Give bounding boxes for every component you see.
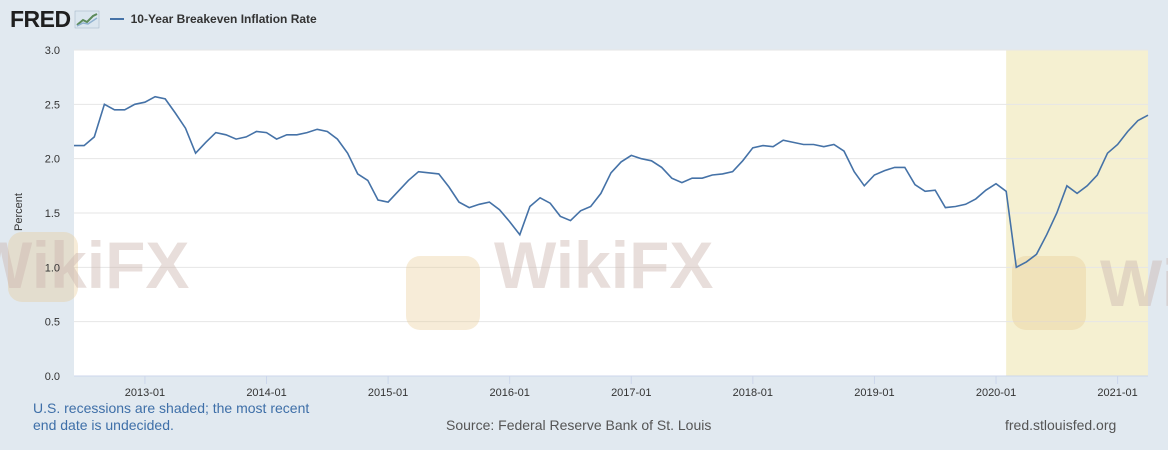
legend-line-swatch [109,18,124,20]
x-tick-label: 2014-01 [246,387,286,399]
site-link[interactable]: fred.stlouisfed.org [1005,417,1117,433]
source-text: Source: Federal Reserve Bank of St. Loui… [446,417,712,433]
y-axis-label: Percent [13,193,25,231]
series-line[interactable] [74,95,1149,269]
gridlines [74,49,1148,323]
watermark-text-center: WikiFX [494,228,713,302]
x-tick-label: 2021-01 [1097,387,1137,399]
y-tick-label: 1.0 [45,262,60,274]
y-tick-label: 0.0 [45,371,60,383]
y-tick-label: 0.5 [45,317,60,329]
logo-chart-icon [74,10,99,29]
x-tick-label: 2019-01 [854,387,894,399]
x-tick-label: 2017-01 [611,387,651,399]
x-tick-label: 2015-01 [368,387,408,399]
watermark-text-left: WikiFX [0,228,189,302]
x-tick-label: 2013-01 [125,387,165,399]
y-tick-label: 1.5 [45,208,60,220]
x-tick-label: 2020-01 [976,387,1016,399]
x-tick-label: 2018-01 [733,387,773,399]
recession-note: U.S. recessions are shaded; the most rec… [33,400,310,433]
wikifx-watermark: WikiFX WikiFX WikiFX [0,228,1168,330]
y-tick-label: 2.0 [45,154,60,166]
y-tick-label: 2.5 [45,99,60,111]
y-axis: 0.0 0.5 1.0 1.5 2.0 2.5 3.0 [45,45,60,383]
legend-label: 10-Year Breakeven Inflation Rate [130,12,317,26]
y-tick-label: 3.0 [45,45,60,57]
x-axis: 2013-01 2014-01 2015-01 2016-01 2017-01 2018-… [125,376,1138,399]
watermark-text-right: WikiFX [1100,246,1168,320]
line-chart: WikiFX WikiFX WikiFX 2013-01 2014-01 2015-… [0,45,1168,399]
fred-logo[interactable]: FRED [10,5,71,32]
x-tick-label: 2016-01 [489,387,529,399]
chart-header: FRED 10-Year Breakeven Inflation Rate [10,6,317,32]
